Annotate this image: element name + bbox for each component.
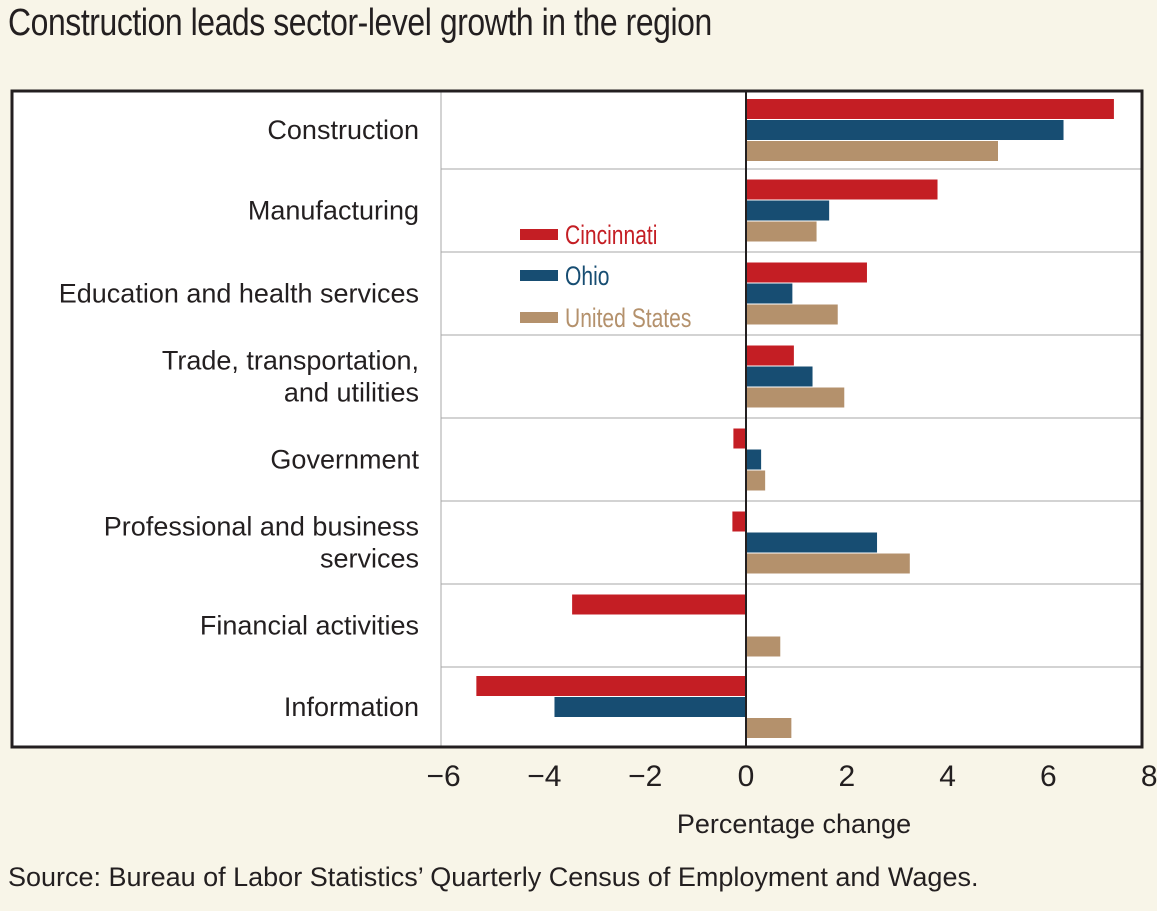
bar-cincinnati [746,262,867,283]
bar-united-states [746,387,845,408]
bar-united-states [746,636,781,657]
chart-title: Construction leads sector-level growth i… [8,2,712,44]
legend-swatch [520,270,558,281]
bar-cincinnati [746,99,1114,119]
plot-frame [12,91,1142,747]
legend-label: Ohio [565,262,609,292]
bar-united-states [746,470,766,491]
source-note: Source: Bureau of Labor Statistics’ Quar… [8,862,979,892]
category-label: Manufacturing [248,196,419,226]
bar-ohio [554,697,746,717]
x-tick-label: 8 [1141,760,1157,793]
plot-border [10,89,1144,749]
category-label: Government [270,445,419,475]
bar-united-states [746,141,998,161]
bar-ohio [746,366,813,387]
bar-cincinnati [746,179,938,200]
legend-label: United States [565,304,691,334]
bar-cincinnati [572,594,746,615]
legend: Cincinnati Ohio United States [520,221,691,334]
legend-swatch [520,312,558,323]
x-tick-label: 6 [1040,760,1057,793]
category-label: Construction [267,115,419,145]
bar-ohio [746,120,1064,140]
bar-ohio [746,449,762,470]
bar-ohio [746,200,830,221]
category-label: Professional and business services [104,512,419,574]
bar-united-states [746,553,910,574]
category-label: Education and health services [59,279,419,309]
x-tick-label: 4 [939,760,956,793]
x-tick-label: −4 [527,760,561,793]
x-tick-label: −2 [628,760,662,793]
category-label: Information [284,692,419,722]
x-tick-label: −6 [426,760,460,793]
x-tick-label: 0 [738,760,755,793]
category-label: Trade, transportation, and utilities [162,346,419,408]
bar-ohio [746,532,878,553]
x-tick-label: 2 [838,760,855,793]
bar-ohio [746,283,793,304]
x-axis-label: Percentage change [677,809,911,839]
bar-cincinnati [746,345,794,366]
category-labels: Construction Manufacturing Education and h… [59,115,420,722]
bars-group [476,91,1114,747]
bar-united-states [746,221,817,242]
bar-cincinnati [732,511,746,532]
legend-swatch [520,229,558,240]
bar-cincinnati [476,676,746,696]
bar-cincinnati [733,428,746,449]
bar-united-states [746,718,792,738]
category-label: Financial activities [200,611,419,641]
category-separators [440,91,1142,747]
legend-label: Cincinnati [565,221,657,251]
x-axis-ticks: −6 −4 −2 0 2 4 6 8 [426,760,1157,793]
bar-united-states [746,304,838,325]
